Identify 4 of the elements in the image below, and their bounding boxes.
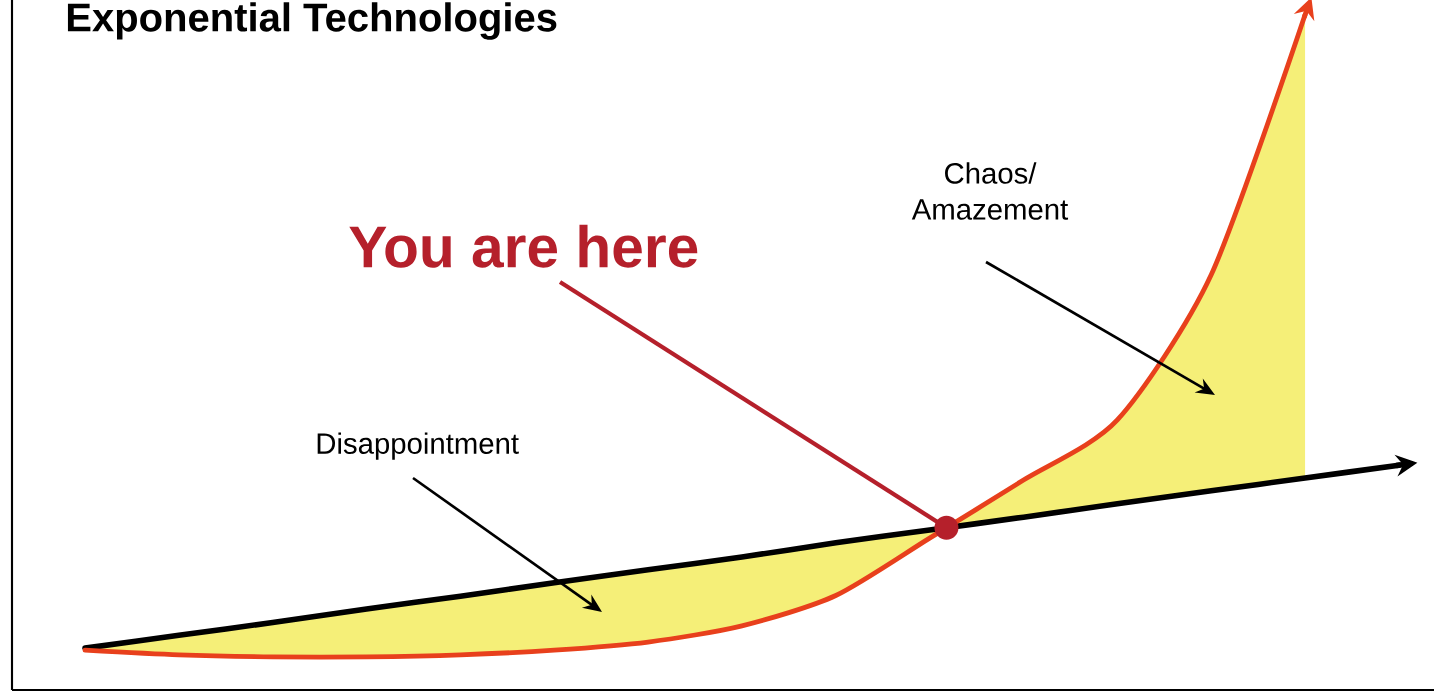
annotation: You are here — [349, 224, 698, 268]
annotation: Chaos/ Amazement — [911, 162, 1069, 220]
chart-title: Exponential Technologies — [67, 2, 557, 40]
annotation: Disappointment — [317, 432, 519, 460]
